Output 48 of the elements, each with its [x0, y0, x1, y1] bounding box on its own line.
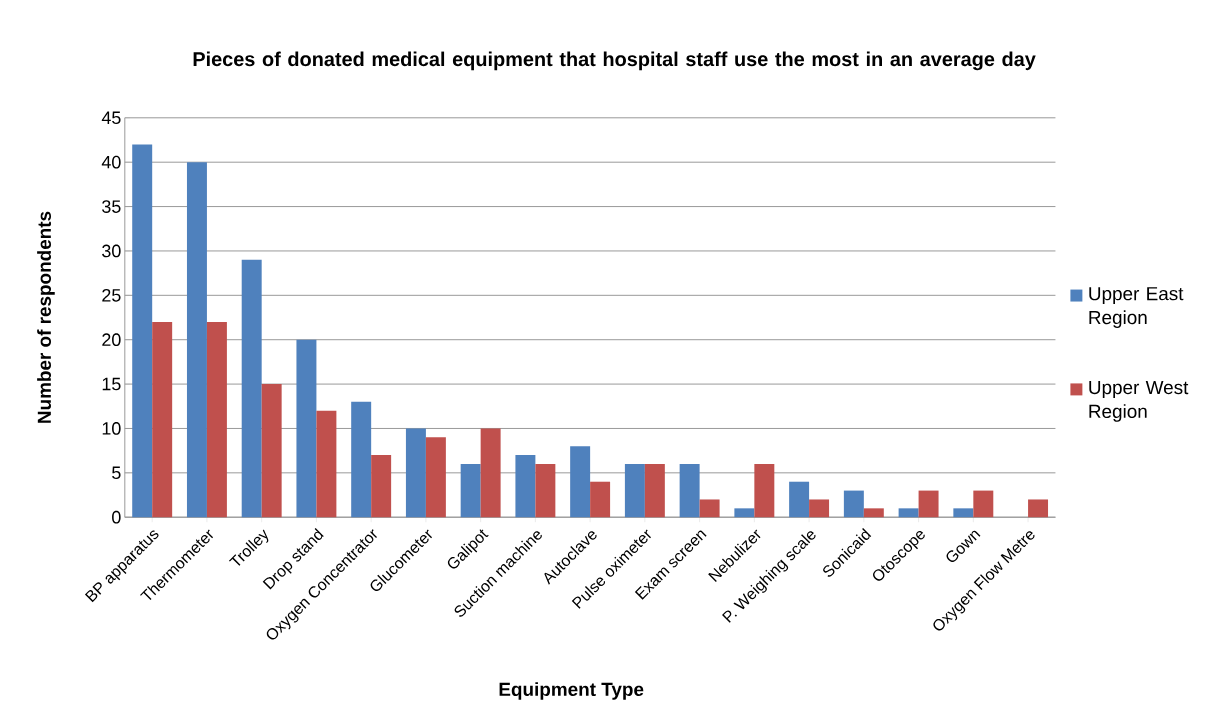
- bar: [405, 428, 426, 518]
- y-tick-label: 5: [112, 466, 121, 480]
- y-tick-label: 0: [112, 510, 121, 524]
- bar: [734, 508, 755, 518]
- bar: [152, 321, 173, 518]
- bar: [843, 490, 864, 518]
- bar: [371, 455, 392, 518]
- bar: [132, 144, 153, 518]
- bar: [186, 162, 207, 518]
- y-tick-label: 30: [102, 244, 121, 258]
- bar: [316, 410, 337, 518]
- legend-label: Upper West Region: [1089, 381, 1189, 422]
- bar: [918, 490, 939, 518]
- bar: [425, 437, 446, 518]
- bar: [296, 339, 317, 518]
- bar: [351, 401, 372, 518]
- y-tick-label: 10: [102, 422, 121, 435]
- bar: [624, 463, 645, 518]
- bar: [809, 499, 830, 518]
- bar: [789, 481, 810, 518]
- y-tick-label: 15: [102, 377, 121, 391]
- bar: [1028, 499, 1049, 518]
- bar: [480, 428, 501, 518]
- bar: [754, 463, 775, 518]
- bar: [261, 384, 282, 518]
- bar: [953, 508, 974, 518]
- bar: [460, 463, 481, 518]
- y-tick-label: 35: [102, 200, 121, 213]
- y-axis-title: Number of respondents: [37, 211, 55, 423]
- legend-label: Upper East Region: [1089, 287, 1184, 328]
- bar: [863, 508, 884, 518]
- y-tick-label: 25: [102, 289, 121, 302]
- x-axis-title: Equipment Type: [499, 682, 644, 700]
- bar: [535, 463, 556, 518]
- bar: [515, 455, 536, 518]
- bar: [241, 259, 262, 518]
- y-tick-label: 45: [101, 111, 121, 125]
- bar: [898, 508, 919, 518]
- bar: [590, 481, 611, 518]
- bar: [644, 463, 665, 518]
- y-tick-label: 40: [101, 155, 121, 169]
- bar: [699, 499, 720, 518]
- y-tick-label: 20: [102, 333, 121, 347]
- bar: [679, 463, 700, 518]
- chart-title: Pieces of donated medical equipment that hospital staff use the most in an average day: [193, 51, 1036, 71]
- bar: [206, 321, 227, 518]
- bar: [973, 490, 994, 518]
- bar: [570, 446, 591, 518]
